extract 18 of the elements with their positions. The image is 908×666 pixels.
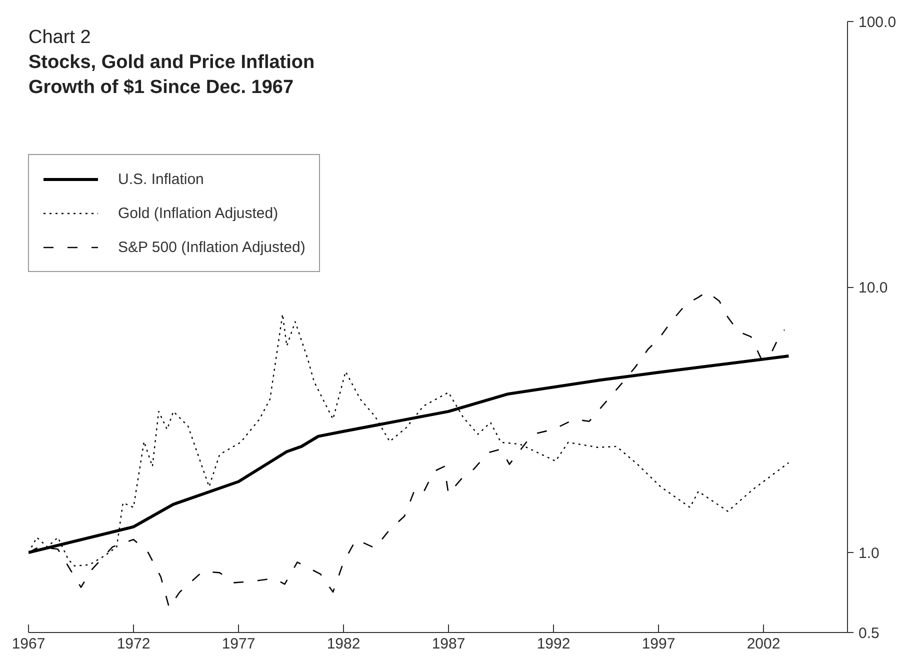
y-tick-label: 100.0	[858, 14, 896, 31]
text: Growth of $1 Since Dec. 1967	[28, 77, 294, 98]
y-tick-label: 1.0	[858, 545, 880, 562]
text: Stocks, Gold and Price Inflation	[28, 52, 315, 73]
x-tick-label: 1972	[116, 636, 150, 652]
annotation: Chart 2	[28, 27, 91, 48]
x-tick-label: 1977	[222, 636, 256, 652]
legend-label: U.S. Inflation	[118, 170, 204, 188]
legend-label: Gold (Inflation Adjusted)	[118, 204, 278, 222]
x-tick-label: 1992	[536, 636, 570, 652]
x-tick-label: 1967	[12, 636, 46, 652]
y-tick-label: 0.5	[858, 625, 880, 642]
x-tick-label: 1982	[326, 636, 360, 652]
y-tick-label: 10.0	[858, 280, 888, 297]
x-tick-label: 1997	[642, 636, 676, 652]
x-tick-label: 1987	[432, 636, 466, 652]
x-tick-label: 2002	[746, 636, 780, 652]
legend-label: S&P 500 (Inflation Adjusted)	[118, 238, 306, 256]
